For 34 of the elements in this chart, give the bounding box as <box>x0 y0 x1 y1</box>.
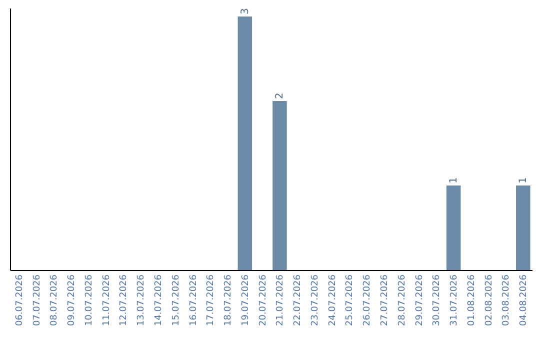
x-tick-label: 17.07.2026 <box>206 274 216 326</box>
x-tick-label: 24.07.2026 <box>328 274 338 326</box>
x-tick-label: 31.07.2026 <box>450 274 460 326</box>
x-tick-label: 30.07.2026 <box>432 274 442 326</box>
x-tick-label: 09.07.2026 <box>67 274 78 326</box>
data-label: 1 <box>518 177 530 184</box>
x-tick-label: 10.07.2026 <box>84 274 94 326</box>
x-tick-label: 06.07.2026 <box>14 274 25 326</box>
x-tick-label: 16.07.2026 <box>188 274 199 326</box>
x-tick-label: 14.07.2026 <box>154 274 164 326</box>
x-tick-label: 28.07.2026 <box>397 274 408 326</box>
data-label: 1 <box>448 177 460 184</box>
x-tick-label: 29.07.2026 <box>414 274 425 326</box>
x-tick-label: 08.07.2026 <box>50 274 60 326</box>
x-tick-label: 20.07.2026 <box>258 274 268 326</box>
x-tick-label: 23.07.2026 <box>310 274 320 326</box>
x-tick-label: 04.08.2026 <box>519 274 530 326</box>
data-label: 3 <box>240 8 251 14</box>
x-tick-label: 21.07.2026 <box>276 274 286 326</box>
x-tick-label: 19.07.2026 <box>240 274 251 326</box>
x-tick-label: 13.07.2026 <box>136 274 147 326</box>
x-tick-label: 27.07.2026 <box>380 274 390 326</box>
x-tick-label: 11.07.2026 <box>102 274 112 326</box>
x-tick-label: 07.07.2026 <box>32 274 42 326</box>
x-tick-label: 01.08.2026 <box>466 274 477 326</box>
x-tick-label: 02.08.2026 <box>484 274 494 326</box>
x-tick-label: 03.08.2026 <box>502 274 512 326</box>
x-tick-label: 26.07.2026 <box>362 274 373 326</box>
data-label: 2 <box>274 92 286 99</box>
x-tick-label: 12.07.2026 <box>119 274 130 326</box>
x-tick-label: 25.07.2026 <box>345 274 356 326</box>
x-tick-label: 22.07.2026 <box>293 274 304 326</box>
x-tick-label: 18.07.2026 <box>224 274 234 326</box>
x-tick-label: 15.07.2026 <box>171 274 182 326</box>
